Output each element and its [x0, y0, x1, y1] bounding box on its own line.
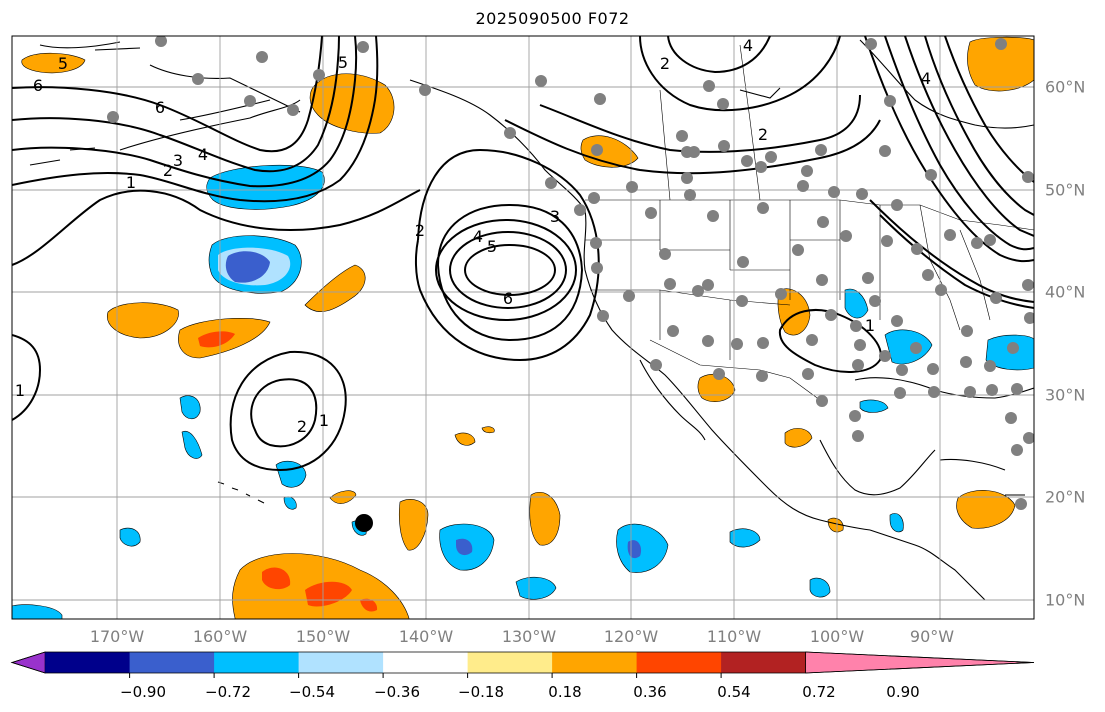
contour-label: 5	[487, 237, 497, 256]
lat-tick-label: 20°N	[1045, 487, 1086, 507]
contour-labels: 5 6 6 5 4 3 2 1 2 3 4 5 6 4 2 2 1 2 1 1 …	[15, 36, 931, 436]
political-boundaries	[585, 44, 1034, 401]
lon-tick-label: 160°W	[192, 627, 248, 646]
lon-tick-label: 110°W	[706, 627, 762, 646]
contour-label: 2	[660, 54, 670, 73]
colorbar-tick-label: −0.90	[120, 683, 166, 701]
lon-tick-label: 90°W	[909, 627, 955, 646]
colorbar-tick-label: −0.72	[205, 683, 251, 701]
colorbar-tick-label: 0.72	[802, 683, 836, 701]
contour-label: 2	[163, 161, 173, 180]
contour-label: 1	[865, 316, 875, 335]
graticule	[12, 36, 1034, 619]
lat-tick-label: 60°N	[1045, 77, 1086, 97]
lat-tick-label: 10°N	[1045, 590, 1086, 610]
contour-label: 5	[58, 54, 68, 73]
contour-label: 4	[743, 36, 753, 55]
colorbar-tick-label: −0.36	[374, 683, 420, 701]
lon-tick-label: 120°W	[603, 627, 659, 646]
colorbar-tick-label: 0.90	[886, 683, 920, 701]
colorbar-tick-label: −0.54	[289, 683, 335, 701]
lon-tick-label: 150°W	[295, 627, 351, 646]
contour-label: 2	[415, 221, 425, 240]
lon-tick-label: 170°W	[89, 627, 145, 646]
contour-label: 2	[297, 417, 307, 436]
colorbar-tick-label: 0.36	[633, 683, 667, 701]
contour-label: 3	[173, 151, 183, 170]
contour-label: 1	[319, 411, 329, 430]
lat-tick-label: 30°N	[1045, 385, 1086, 405]
contour-label: 4	[921, 69, 931, 88]
colorbar-tick-label: −0.18	[458, 683, 504, 701]
lon-tick-label: 130°W	[501, 627, 557, 646]
lon-tick-label: 140°W	[398, 627, 454, 646]
contour-label: 2	[758, 125, 768, 144]
contour-label: 1	[15, 381, 25, 400]
contour-label: 6	[33, 76, 43, 95]
contour-label: 5	[338, 53, 348, 72]
colorbar-tick-label: 0.54	[717, 683, 751, 701]
contour-label: 6	[155, 98, 165, 117]
lon-tick-label: 100°W	[809, 627, 865, 646]
contour-label: 3	[550, 207, 560, 226]
station-markers	[107, 36, 1034, 510]
coastlines	[29, 39, 1034, 601]
contour-lines	[12, 36, 1034, 472]
storm-center-marker	[355, 514, 373, 532]
map-frame	[11, 35, 1035, 620]
contour-label: 6	[503, 289, 513, 308]
contour-label: 1	[126, 173, 136, 192]
colorbar-tick-label: 0.18	[548, 683, 582, 701]
lat-tick-label: 40°N	[1045, 282, 1086, 302]
map-title: 2025090500 F072	[475, 9, 630, 28]
lat-tick-label: 50°N	[1045, 180, 1086, 200]
contour-label: 4	[198, 145, 208, 164]
contour-label: 4	[473, 227, 483, 246]
